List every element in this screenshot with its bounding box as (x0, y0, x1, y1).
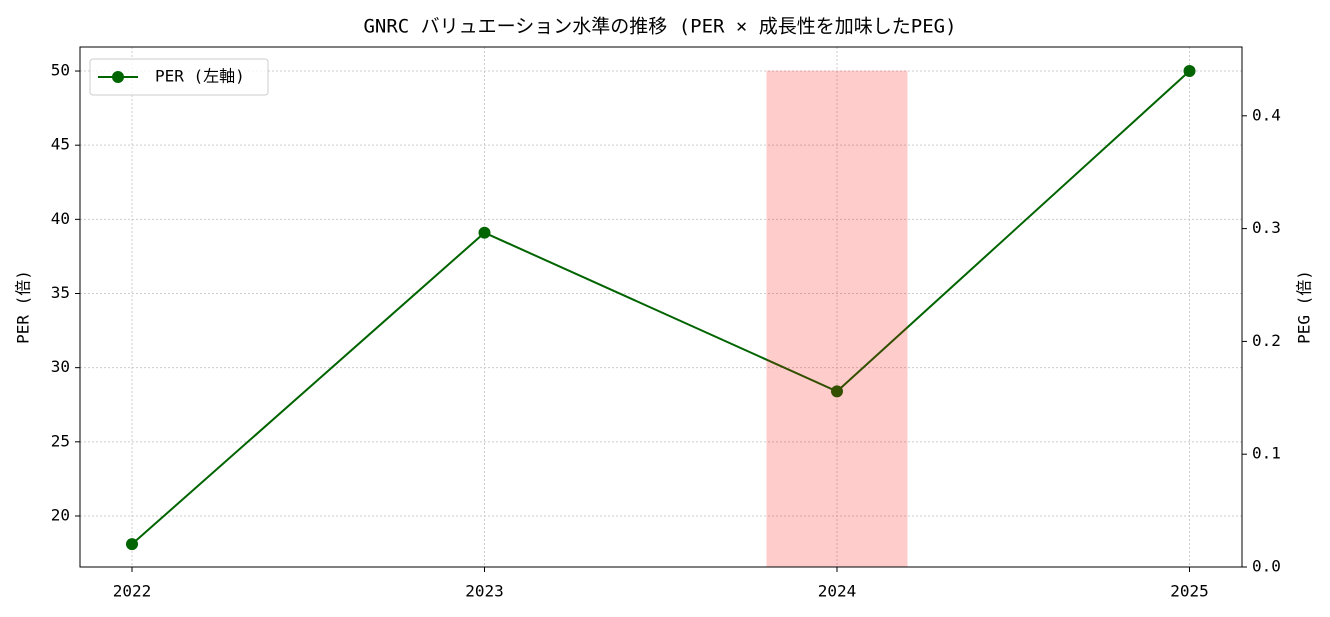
y2-axis-label: PEG (倍) (1295, 270, 1314, 344)
y2-tick-label: 0.0 (1252, 557, 1281, 576)
y-tick-label: 40 (51, 209, 70, 228)
y-tick-label: 30 (51, 357, 70, 376)
marker (478, 226, 491, 239)
x-tick-label: 2024 (818, 582, 857, 601)
y2-tick-label: 0.1 (1252, 444, 1281, 463)
legend-box (89, 58, 269, 96)
x-tick-label: 2025 (1170, 582, 1209, 601)
legend-label: PER (左軸) (155, 67, 245, 86)
y2-tick-label: 0.2 (1252, 331, 1281, 350)
marker (831, 385, 843, 398)
x-tick-label: 2022 (113, 582, 152, 601)
marker (1183, 65, 1196, 78)
marker (126, 538, 138, 551)
y-tick-label: 20 (51, 505, 70, 524)
bar (766, 70, 908, 568)
y-tick-label: 50 (51, 61, 70, 80)
y-tick-label: 25 (51, 431, 70, 450)
chart-title: GNRC バリュエーション水準の推移 (PER × 成長性を加味したPEG) (363, 16, 956, 38)
plot-frame (79, 46, 1243, 568)
x-tick-label: 2023 (465, 582, 504, 601)
y2-tick-label: 0.4 (1252, 105, 1281, 124)
y-tick-label: 45 (51, 135, 70, 154)
y-axis-label: PER (倍) (14, 270, 33, 344)
legend-marker (112, 71, 124, 83)
y2-tick-label: 0.3 (1252, 218, 1281, 237)
line (131, 70, 1191, 545)
y-tick-label: 35 (51, 283, 70, 302)
